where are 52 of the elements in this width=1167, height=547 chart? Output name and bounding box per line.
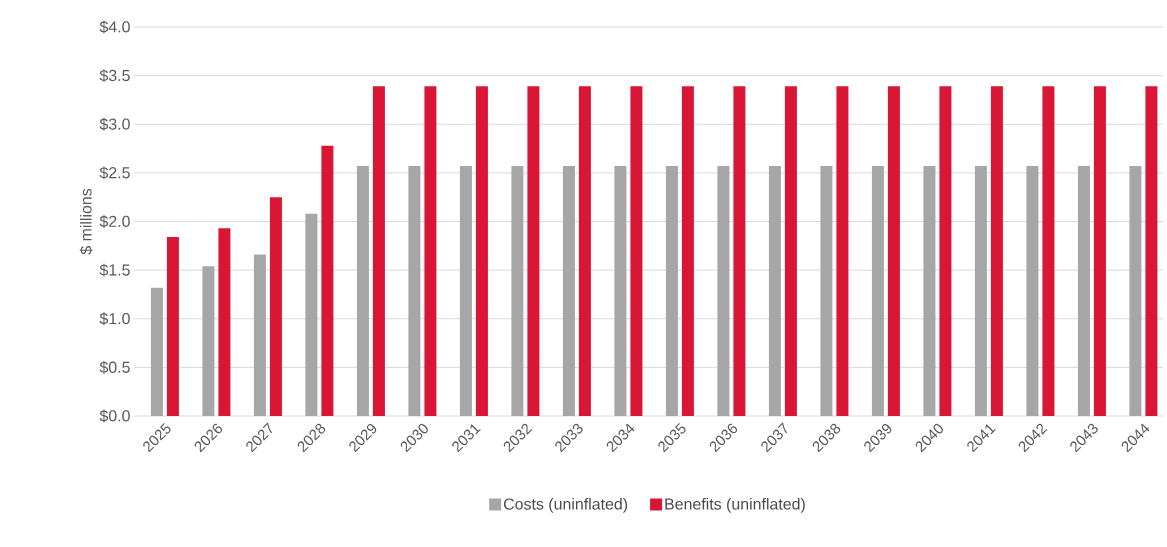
bar: [820, 166, 833, 416]
y-tick-label: $1.5: [99, 263, 130, 277]
bar: [202, 266, 215, 416]
bar: [871, 166, 884, 416]
bar: [475, 86, 488, 416]
bar: [562, 166, 575, 416]
bar: [305, 213, 318, 416]
bar: [887, 86, 900, 416]
bar: [253, 254, 266, 416]
bar: [511, 166, 524, 416]
bar: [372, 86, 385, 416]
bar: [150, 287, 163, 416]
bar: [1129, 166, 1142, 416]
bar: [408, 166, 421, 416]
y-tick-label: $0.0: [99, 409, 130, 423]
y-tick-label: $3.0: [99, 117, 130, 131]
y-tick-label: $3.5: [99, 69, 130, 83]
y-tick-label: $4.0: [99, 20, 130, 34]
bar: [1145, 86, 1158, 416]
bar: [527, 86, 540, 416]
bar: [356, 166, 369, 416]
legend-label: Costs (uninflated): [503, 497, 628, 513]
bar: [630, 86, 643, 416]
bar: [836, 86, 849, 416]
bar: [974, 166, 987, 416]
bar: [614, 166, 627, 416]
y-tick-label: $2.5: [99, 166, 130, 180]
bar: [768, 166, 781, 416]
y-tick-label: $2.0: [99, 215, 130, 228]
y-tick-label: $0.5: [99, 360, 130, 374]
y-axis-title: $ millions: [79, 188, 93, 255]
bar: [459, 166, 472, 416]
bar: [717, 166, 730, 416]
legend-label: Benefits (uninflated): [665, 497, 805, 513]
bar: [321, 145, 334, 416]
bar: [1026, 166, 1039, 416]
bar: [166, 237, 179, 416]
bar: [1093, 86, 1106, 416]
bar: [784, 86, 797, 416]
bar: [939, 86, 952, 416]
bar: [218, 228, 231, 416]
bar: [1077, 166, 1090, 416]
bar: [269, 197, 282, 416]
bar: [990, 86, 1003, 416]
bar: [681, 86, 694, 416]
bar: [923, 166, 936, 416]
bar: [733, 86, 746, 416]
bar: [578, 86, 591, 416]
bar: [1042, 86, 1055, 416]
bar: [424, 86, 437, 416]
bar: [665, 166, 678, 416]
y-tick-label: $1.0: [99, 312, 130, 326]
